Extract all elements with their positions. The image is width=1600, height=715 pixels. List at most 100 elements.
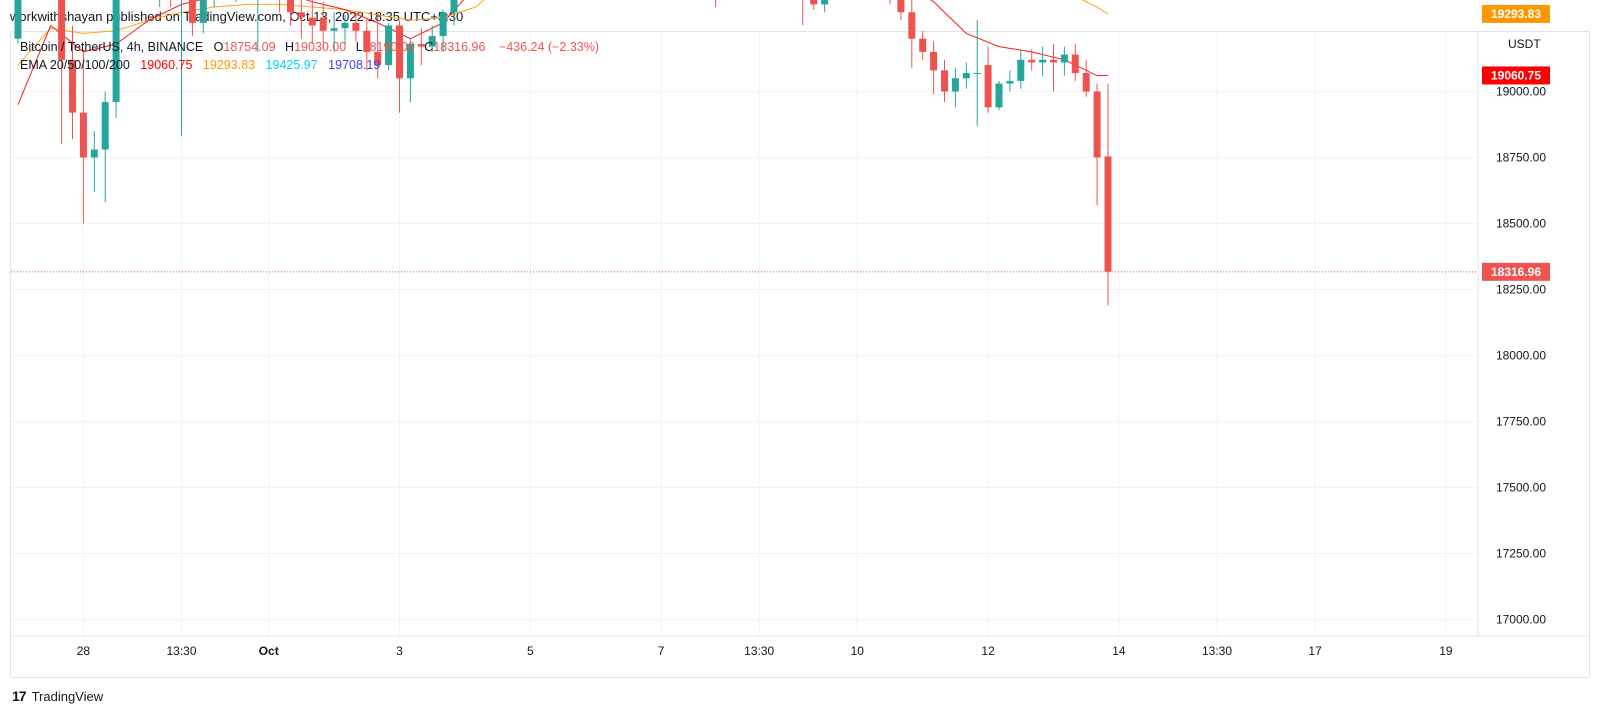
ohlc-legend[interactable]: Bitcoin / TetherUS, 4h, BINANCE O18754.0… <box>20 40 602 54</box>
candle-body <box>1082 73 1090 92</box>
candle-body <box>941 70 948 92</box>
x-tick-label: 13:30 <box>166 644 196 658</box>
candle-body <box>810 0 818 5</box>
candle-body <box>374 51 382 66</box>
currency-label: USDT <box>1508 37 1541 51</box>
y-tick-label: 17000.00 <box>1496 613 1546 627</box>
candle-body <box>1050 59 1057 63</box>
x-tick-label: 3 <box>396 644 403 658</box>
publish-info: workwithshayan published on TradingView.… <box>10 9 464 24</box>
candle-body <box>1017 59 1025 81</box>
candle-body <box>112 0 120 103</box>
candle-body <box>897 0 905 13</box>
candle-body <box>396 25 403 79</box>
candle-body <box>1093 91 1101 158</box>
y-tick-label: 17750.00 <box>1496 415 1546 429</box>
close-value: 18316.96 <box>433 40 486 54</box>
ema-legend[interactable]: EMA 20/50/100/200 19060.75 19293.83 1942… <box>20 58 383 72</box>
low-label: L <box>355 40 363 54</box>
ema20-value: 19060.75 <box>140 58 193 72</box>
x-tick-label: 13:30 <box>744 644 774 658</box>
candle-body <box>287 0 294 13</box>
ema200-value: 19708.19 <box>328 58 381 72</box>
tradingview-logo[interactable]: 17 TradingView <box>12 688 103 704</box>
candle-body <box>319 17 327 31</box>
candle-body <box>14 0 22 39</box>
candle-body <box>341 22 349 29</box>
candle-body <box>428 36 436 47</box>
candle-body <box>69 59 76 113</box>
candle-body <box>90 149 98 158</box>
x-tick-label: 19 <box>1439 644 1453 658</box>
candle-body <box>951 78 959 92</box>
x-tick-label: 13:30 <box>1202 644 1232 658</box>
candle-body <box>352 22 360 31</box>
x-tick-label: 28 <box>77 644 91 658</box>
candle-body <box>58 0 66 60</box>
candle-body <box>1071 54 1079 74</box>
candle-body <box>1028 59 1036 63</box>
candle-body <box>79 112 87 158</box>
candle-body <box>308 17 316 26</box>
x-tick-label: 5 <box>527 644 534 658</box>
y-tick-label: 17250.00 <box>1496 547 1546 561</box>
price-label-bg <box>1482 262 1550 281</box>
ema20-line <box>17 0 1109 105</box>
y-tick-label: 18750.00 <box>1496 151 1546 165</box>
candle-body <box>1039 59 1047 63</box>
open-value: 18754.09 <box>223 40 276 54</box>
y-tick-label: 18250.00 <box>1496 283 1546 297</box>
x-tick-label: 7 <box>658 644 665 658</box>
ema50-value: 19293.83 <box>202 58 256 72</box>
tradingview-brand: TradingView <box>31 688 104 704</box>
change-value: −436.24 (−2.33%) <box>498 40 599 54</box>
y-tick-label: 17500.00 <box>1496 481 1546 495</box>
candle-body <box>188 0 196 23</box>
candle-body <box>919 38 927 52</box>
x-tick-label: Oct <box>259 644 279 658</box>
price-label: 18316.96 <box>1491 265 1541 279</box>
high-value: 19030.00 <box>294 40 347 54</box>
low-value: 18190.00 <box>362 40 415 54</box>
candle-body <box>995 83 1003 108</box>
candle-body <box>908 12 916 39</box>
candle-body <box>199 0 207 23</box>
y-tick-label: 18000.00 <box>1496 349 1546 363</box>
candle-body <box>385 25 393 66</box>
candle-body <box>984 65 992 108</box>
candle-body <box>1104 156 1112 272</box>
candle-body <box>1006 80 1014 84</box>
symbol-title[interactable]: Bitcoin / TetherUS, 4h, BINANCE <box>20 40 204 54</box>
candle-body <box>417 43 425 47</box>
candle-body <box>363 30 371 52</box>
candle-body <box>101 102 109 150</box>
close-label: C <box>424 40 434 54</box>
ema-label[interactable]: EMA 20/50/100/200 <box>20 58 130 72</box>
price-label: 19293.83 <box>1491 7 1541 21</box>
candle-body <box>930 51 938 71</box>
open-label: O <box>213 40 224 54</box>
candle-body <box>450 0 458 13</box>
x-tick-label: 10 <box>851 644 865 658</box>
candle-body <box>821 0 829 5</box>
y-tick-label: 18500.00 <box>1496 217 1546 231</box>
y-tick-label: 19000.00 <box>1496 85 1546 99</box>
chart-frame <box>10 31 1590 678</box>
candle-body <box>973 73 981 75</box>
candle-body <box>962 73 970 79</box>
candle-body <box>330 28 338 31</box>
candle-body <box>1060 54 1068 63</box>
price-label-bg <box>1482 4 1550 23</box>
x-tick-label: 17 <box>1308 644 1322 658</box>
price-label: 19060.75 <box>1491 68 1541 82</box>
ema100-value: 19425.97 <box>265 58 318 72</box>
tradingview-mark-icon: 17 <box>12 688 27 704</box>
candle-body <box>439 12 447 37</box>
x-tick-label: 14 <box>1112 644 1126 658</box>
price-label-bg <box>1482 66 1550 85</box>
x-tick-label: 12 <box>981 644 995 658</box>
candle-body <box>406 43 414 79</box>
high-label: H <box>285 40 295 54</box>
candle-body <box>297 12 305 18</box>
